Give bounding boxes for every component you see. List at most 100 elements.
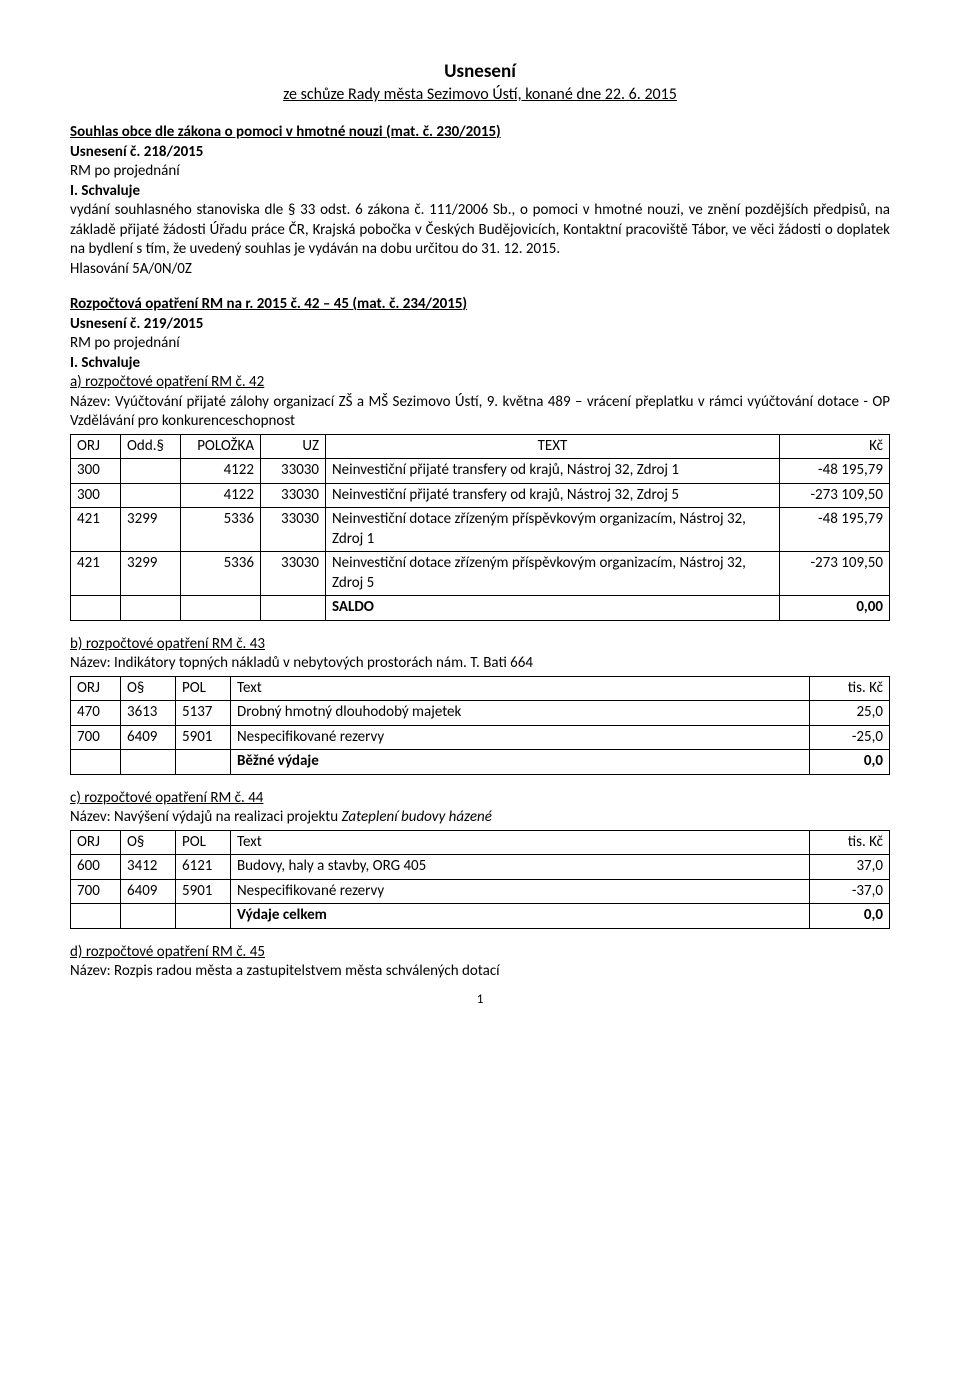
doc-title: Usnesení — [70, 60, 890, 85]
doc-subtitle: ze schůze Rady města Sezimovo Ústí, kona… — [70, 85, 890, 106]
opB-heading: b) rozpočtové opatření RM č. 43 — [70, 635, 890, 655]
cell — [261, 596, 326, 621]
cell — [121, 459, 181, 484]
th-kc: tis. Kč — [810, 830, 890, 855]
sec2-heading: Rozpočtová opatření RM na r. 2015 č. 42 … — [70, 295, 890, 315]
cell: Neinvestiční dotace zřízeným příspěvkový… — [326, 508, 780, 552]
cell: Neinvestiční dotace zřízeným příspěvkový… — [326, 552, 780, 596]
table-c: ORJ O§ POL Text tis. Kč 600 3412 6121 Bu… — [70, 830, 890, 929]
th-kc: Kč — [780, 434, 890, 459]
th-text: Text — [231, 830, 810, 855]
cell: 5137 — [176, 701, 231, 726]
cell: 4122 — [181, 459, 261, 484]
cell — [71, 750, 121, 775]
cell: 33030 — [261, 552, 326, 596]
cell: 5336 — [181, 508, 261, 552]
sum-label: Běžné výdaje — [231, 750, 810, 775]
opB-nazev: Název: Indikátory topných nákladů v neby… — [70, 654, 890, 674]
opC-heading: c) rozpočtové opatření RM č. 44 — [70, 789, 890, 809]
cell: Nespecifikované rezervy — [231, 725, 810, 750]
cell: 700 — [71, 725, 121, 750]
th-text: TEXT — [326, 434, 780, 459]
sum-label: Výdaje celkem — [231, 904, 810, 929]
opD-nazev: Název: Rozpis radou města a zastupitelst… — [70, 962, 890, 982]
th-kc: tis. Kč — [810, 676, 890, 701]
sec1-hlas: Hlasování 5A/0N/0Z — [70, 260, 890, 280]
cell: Neinvestiční přijaté transfery od krajů,… — [326, 483, 780, 508]
cell: 3412 — [121, 855, 176, 880]
th-pol: POL — [176, 676, 231, 701]
sec1-body: vydání souhlasného stanoviska dle § 33 o… — [70, 201, 890, 260]
table-row: 470 3613 5137 Drobný hmotný dlouhodobý m… — [71, 701, 890, 726]
th-uz: UZ — [261, 434, 326, 459]
th-text: Text — [231, 676, 810, 701]
table-row: 700 6409 5901 Nespecifikované rezervy -2… — [71, 725, 890, 750]
cell: 33030 — [261, 459, 326, 484]
sec1-proj: RM po projednání — [70, 162, 890, 182]
cell: 421 — [71, 552, 121, 596]
cell: -25,0 — [810, 725, 890, 750]
th-orj: ORJ — [71, 830, 121, 855]
th-pol: POL — [176, 830, 231, 855]
cell: -48 195,79 — [780, 508, 890, 552]
sec1-heading: Souhlas obce dle zákona o pomoci v hmotn… — [70, 123, 890, 143]
cell: -48 195,79 — [780, 459, 890, 484]
table-c-sum: Výdaje celkem 0,0 — [71, 904, 890, 929]
opD-heading: d) rozpočtové opatření RM č. 45 — [70, 943, 890, 963]
cell: 33030 — [261, 483, 326, 508]
sum-val: 0,0 — [810, 904, 890, 929]
table-row: 700 6409 5901 Nespecifikované rezervy -3… — [71, 879, 890, 904]
table-row: 300 4122 33030 Neinvestiční přijaté tran… — [71, 483, 890, 508]
th-os: O§ — [121, 830, 176, 855]
cell: 5901 — [176, 879, 231, 904]
sec2-schv: I. Schvaluje — [70, 354, 890, 374]
table-a-saldo: SALDO 0,00 — [71, 596, 890, 621]
cell: 6409 — [121, 879, 176, 904]
section-218: Souhlas obce dle zákona o pomoci v hmotn… — [70, 123, 890, 279]
cell: 300 — [71, 459, 121, 484]
cell — [71, 596, 121, 621]
cell: 6409 — [121, 725, 176, 750]
sec1-usneseni: Usnesení č. 218/2015 — [70, 143, 890, 163]
cell: 600 — [71, 855, 121, 880]
cell: 3299 — [121, 552, 181, 596]
saldo-val: 0,00 — [780, 596, 890, 621]
cell: 5336 — [181, 552, 261, 596]
th-orj: ORJ — [71, 676, 121, 701]
cell: 4122 — [181, 483, 261, 508]
cell: 470 — [71, 701, 121, 726]
section-219: Rozpočtová opatření RM na r. 2015 č. 42 … — [70, 295, 890, 982]
sec1-schv: I. Schvaluje — [70, 182, 890, 202]
table-row: 421 3299 5336 33030 Neinvestiční dotace … — [71, 508, 890, 552]
th-orj: ORJ — [71, 434, 121, 459]
cell: -273 109,50 — [780, 483, 890, 508]
cell — [181, 596, 261, 621]
cell: 300 — [71, 483, 121, 508]
sec2-usneseni: Usnesení č. 219/2015 — [70, 315, 890, 335]
cell — [121, 750, 176, 775]
saldo-label: SALDO — [326, 596, 780, 621]
opC-nazev: Název: Navýšení výdajů na realizaci proj… — [70, 808, 890, 828]
cell: 700 — [71, 879, 121, 904]
cell — [71, 904, 121, 929]
opA-nazev: Název: Vyúčtování přijaté zálohy organiz… — [70, 393, 890, 432]
table-row: 600 3412 6121 Budovy, haly a stavby, ORG… — [71, 855, 890, 880]
cell: -37,0 — [810, 879, 890, 904]
table-a-head: ORJ Odd.§ POLOŽKA UZ TEXT Kč — [71, 434, 890, 459]
cell: 25,0 — [810, 701, 890, 726]
cell: -273 109,50 — [780, 552, 890, 596]
cell — [176, 750, 231, 775]
cell: 37,0 — [810, 855, 890, 880]
table-b-head: ORJ O§ POL Text tis. Kč — [71, 676, 890, 701]
cell: 3613 — [121, 701, 176, 726]
cell: 6121 — [176, 855, 231, 880]
cell: Drobný hmotný dlouhodobý majetek — [231, 701, 810, 726]
cell — [121, 596, 181, 621]
page-number: 1 — [70, 992, 890, 1009]
cell: Nespecifikované rezervy — [231, 879, 810, 904]
cell: 3299 — [121, 508, 181, 552]
sec2-proj: RM po projednání — [70, 334, 890, 354]
table-c-head: ORJ O§ POL Text tis. Kč — [71, 830, 890, 855]
table-b-sum: Běžné výdaje 0,0 — [71, 750, 890, 775]
sum-val: 0,0 — [810, 750, 890, 775]
